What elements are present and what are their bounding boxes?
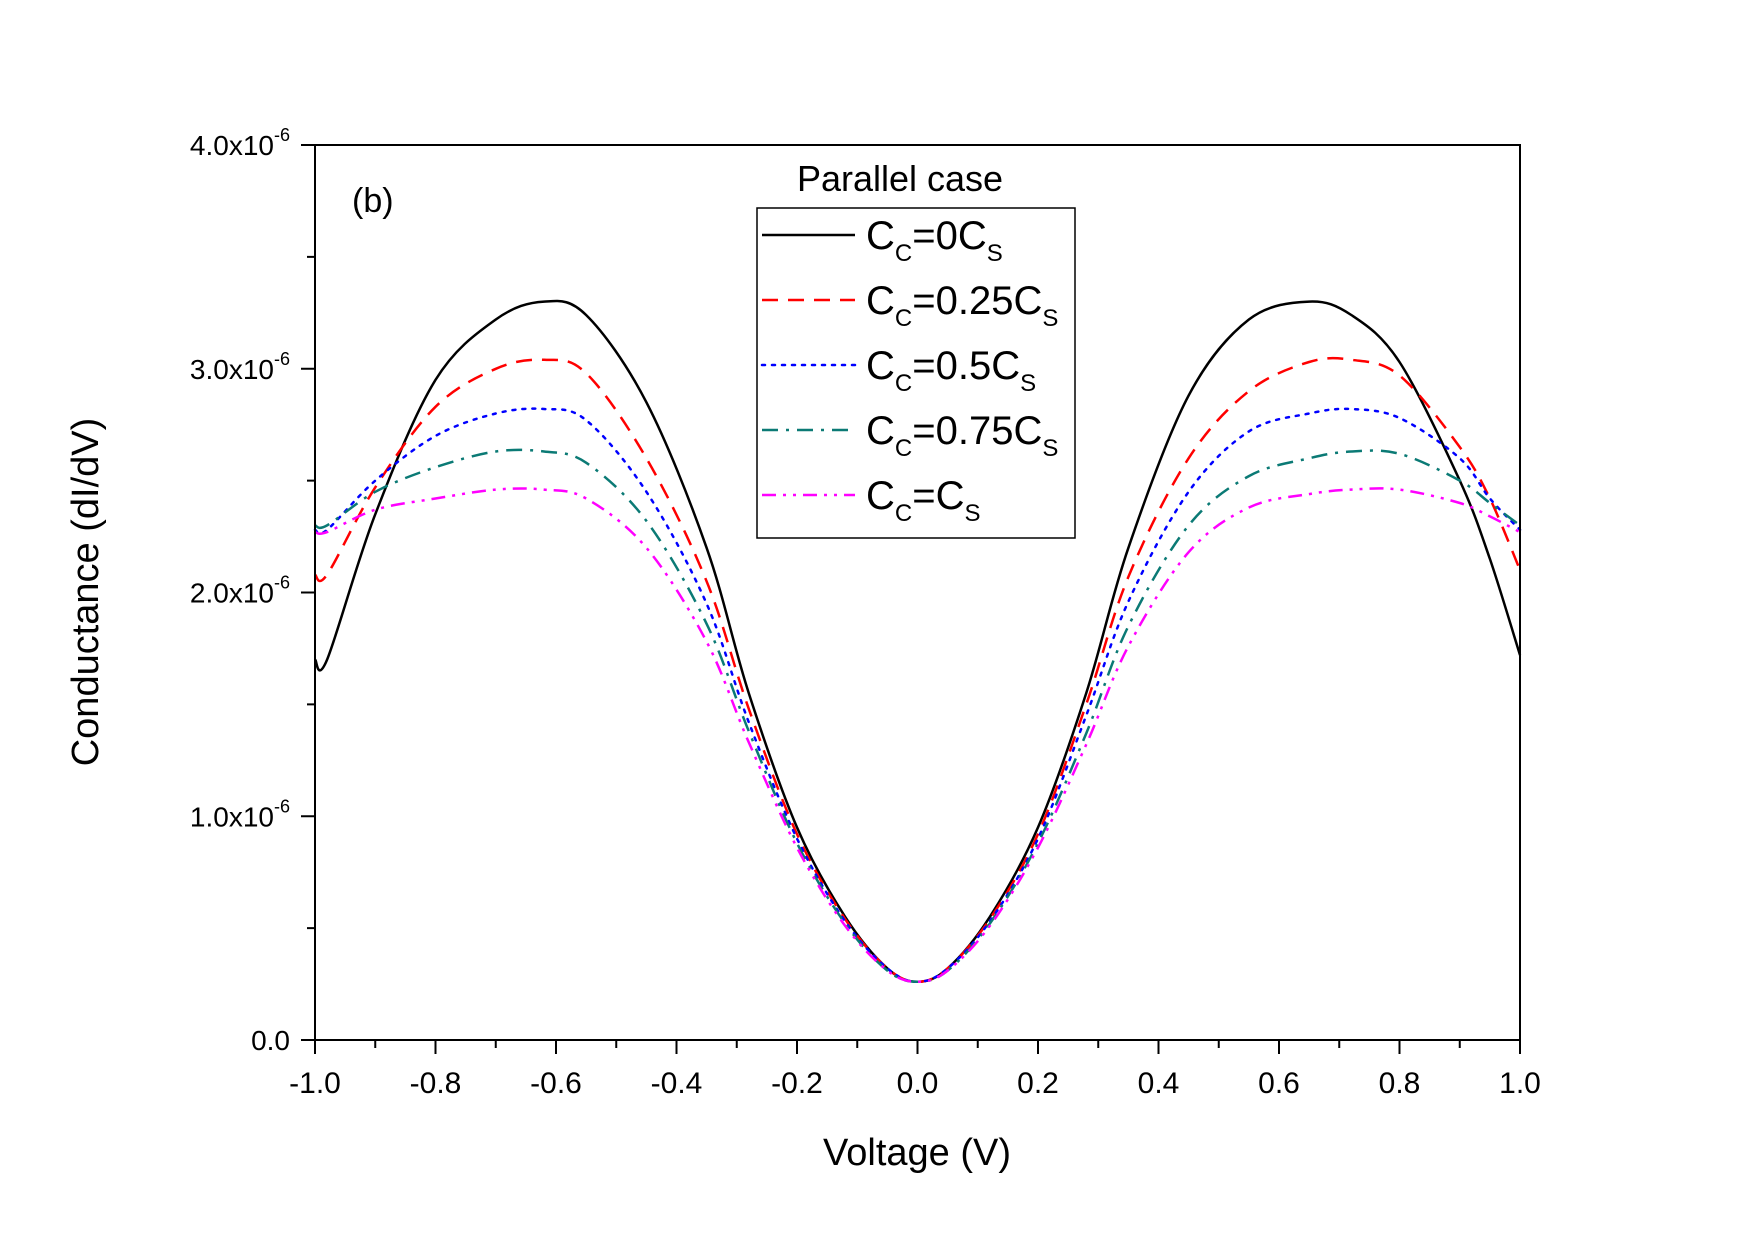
x-tick-label: 0.2 [1017, 1067, 1059, 1100]
legend-label-4: CC=CS [866, 474, 981, 527]
x-tick-label: 0.8 [1379, 1067, 1421, 1100]
plot-frame [314, 144, 1521, 1041]
legend-label-0: CC=0CS [866, 214, 1003, 267]
legend-box [756, 207, 1076, 539]
legend-title: Parallel case [797, 158, 1003, 199]
y-tick-label: 0.0 [251, 1025, 290, 1056]
y-tick-label: 1.0x10-6 [190, 796, 290, 832]
x-tick-label: 0.6 [1258, 1067, 1300, 1100]
legend-entries: CC=0CS CC=0.25CS CC=0.5CS CC=0.75CS CC=CS [760, 214, 1058, 527]
axis-tick-labels: -1.0 -0.8 -0.6 -0.4 -0.2 0.0 0.2 0.4 0.6 0.8 1.0 0.… [190, 125, 1541, 1100]
x-tick-label: -0.6 [530, 1067, 582, 1100]
y-tick-label: 2.0x10-6 [190, 573, 290, 609]
series-line-3 [314, 448, 1521, 984]
x-axis-label: Voltage (V) [823, 1132, 1011, 1174]
x-tick-label: 0.4 [1138, 1067, 1180, 1100]
series-curves [313, 299, 1522, 984]
y-tick-label: 4.0x10-6 [190, 125, 290, 161]
series-line-4 [314, 487, 1521, 984]
legend-label-3: CC=0.75CS [866, 409, 1058, 462]
series-line-1 [313, 356, 1522, 984]
x-tick-label: -0.8 [410, 1067, 462, 1100]
y-axis-label: Conductance (dI/dV) [65, 418, 107, 767]
y-tick-label: 3.0x10-6 [190, 349, 290, 385]
legend-label-1: CC=0.25CS [866, 279, 1058, 332]
x-tick-label: -0.4 [651, 1067, 703, 1100]
x-tick-label: -0.2 [771, 1067, 823, 1100]
x-tick-label: 0.0 [897, 1067, 939, 1100]
x-tick-label: -1.0 [289, 1067, 341, 1100]
axis-ticks [301, 144, 1521, 1054]
x-tick-label: 1.0 [1499, 1067, 1541, 1100]
legend-label-2: CC=0.5CS [866, 344, 1036, 397]
panel-label: (b) [352, 182, 394, 220]
